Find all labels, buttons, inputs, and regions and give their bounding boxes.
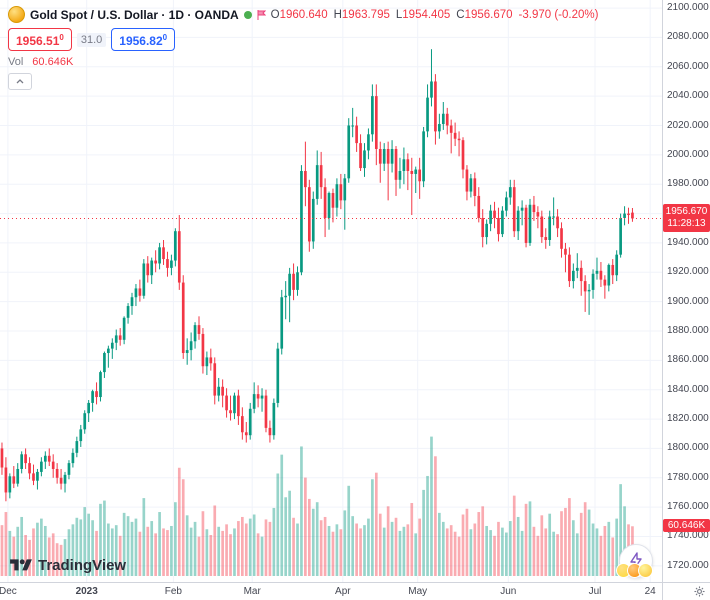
- time-tick: Mar: [243, 586, 261, 597]
- high-label: H: [333, 8, 342, 21]
- collapse-legend-button[interactable]: [8, 73, 32, 90]
- time-tick: Jun: [500, 586, 517, 597]
- market-status-icon: [243, 10, 252, 19]
- chart-area: [0, 0, 662, 582]
- spread-value: 31.0: [76, 32, 107, 47]
- price-tick: 2020.000: [667, 119, 709, 131]
- low-value: 1954.405: [402, 8, 451, 21]
- legend: Gold Spot / U.S. Dollar · 1D · OANDA O19…: [8, 6, 598, 90]
- axis-corner: [662, 582, 710, 600]
- price-tick: 1740.000: [667, 530, 709, 542]
- time-tick: 2023: [75, 586, 98, 597]
- price-tick: 1920.000: [667, 266, 709, 278]
- chevron-up-icon: [16, 79, 24, 84]
- price-tick: 2000.000: [667, 148, 709, 160]
- high-value: 1963.795: [341, 8, 390, 21]
- price-tick: 1720.000: [667, 559, 709, 571]
- time-tick: Feb: [164, 586, 182, 597]
- price-tick: 1880.000: [667, 324, 709, 336]
- price-tick: 1780.000: [667, 471, 709, 483]
- bar-countdown: 11:28:13: [667, 218, 706, 230]
- symbol-title[interactable]: Gold Spot / U.S. Dollar · 1D · OANDA: [30, 7, 239, 22]
- low-label: L: [395, 8, 403, 21]
- time-tick: May: [408, 586, 428, 597]
- price-tick: 1840.000: [667, 383, 709, 395]
- tradingview-logo[interactable]: TradingView: [10, 557, 126, 574]
- price-axis[interactable]: 2100.000 2080.000 2060.000 2040.000 2020.000…: [662, 0, 710, 582]
- volume-label: Vol: [8, 56, 24, 68]
- price-tick: 1980.000: [667, 178, 709, 190]
- price-tick: 1820.000: [667, 413, 709, 425]
- sell-button[interactable]: 1956.510: [8, 28, 72, 51]
- time-tick: Apr: [335, 586, 351, 597]
- price-tick: 2040.000: [667, 90, 709, 102]
- close-value: 1956.670: [464, 8, 513, 21]
- price-tick: 2100.000: [667, 2, 709, 14]
- symbol-row: Gold Spot / U.S. Dollar · 1D · OANDA O19…: [8, 6, 598, 23]
- volume-value: 60.646K: [32, 56, 74, 68]
- close-label: C: [456, 8, 465, 21]
- price-tick: 2060.000: [667, 60, 709, 72]
- ohlc-values: O1960.640 H1963.795 L1954.405 C1956.670 …: [271, 9, 599, 21]
- buy-button[interactable]: 1956.820: [111, 28, 176, 51]
- price-tick: 1940.000: [667, 236, 709, 248]
- last-price-tag[interactable]: 1956.670 11:28:13: [663, 204, 710, 233]
- price-tick: 1860.000: [667, 354, 709, 366]
- time-tick: Dec: [0, 586, 17, 597]
- time-tick: 24: [644, 586, 656, 597]
- gear-icon[interactable]: [694, 586, 705, 597]
- last-price-value: 1956.670: [665, 206, 708, 218]
- price-tick: 1760.000: [667, 501, 709, 513]
- bid-ask-row: 1956.510 31.0 1956.820: [8, 28, 598, 51]
- time-axis[interactable]: Dec 2023 Feb Mar Apr May Jun Jul 24: [0, 582, 662, 600]
- emoji-reactions-button[interactable]: [616, 563, 653, 578]
- time-tick: Jul: [588, 586, 602, 597]
- price-tick: 1800.000: [667, 442, 709, 454]
- flag-icon[interactable]: [257, 9, 266, 20]
- open-label: O: [270, 8, 280, 21]
- volume-axis-tag: 60.646K: [663, 519, 710, 533]
- tradingview-logo-text: TradingView: [38, 557, 127, 574]
- chart-canvas[interactable]: [0, 0, 662, 582]
- gold-symbol-icon: [8, 6, 25, 23]
- emoji-face-icon: [638, 563, 653, 578]
- change-value: -3.970 (-0.20%): [518, 8, 599, 21]
- volume-row: Vol 60.646K: [8, 56, 598, 68]
- price-tick: 1900.000: [667, 295, 709, 307]
- price-tick: 2080.000: [667, 31, 709, 43]
- open-value: 1960.640: [279, 8, 328, 21]
- tradingview-logo-icon: [10, 559, 32, 571]
